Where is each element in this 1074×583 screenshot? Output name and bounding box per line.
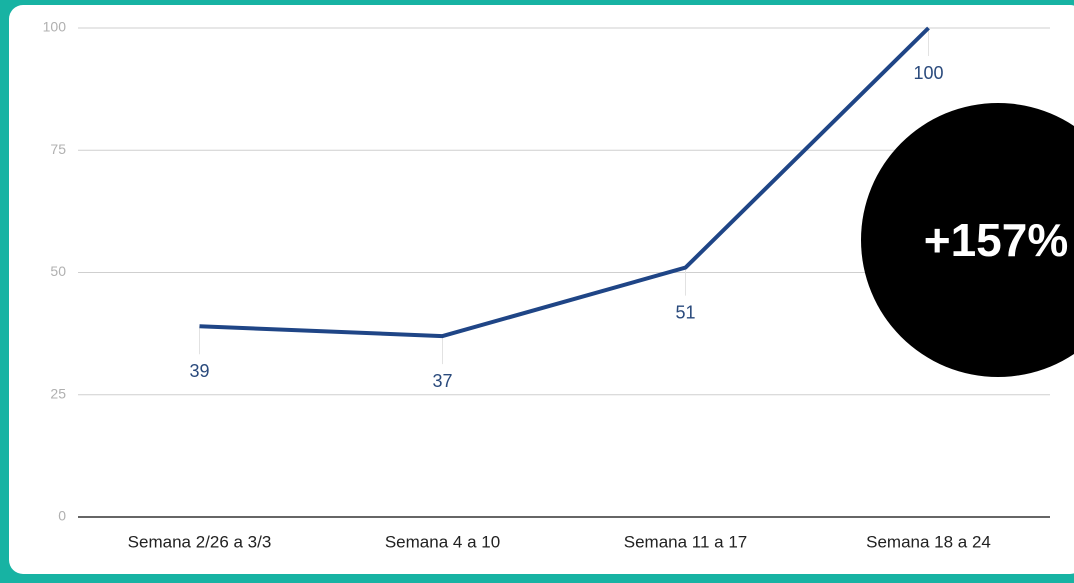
y-tick-label: 100 bbox=[43, 19, 67, 35]
x-tick-label: Semana 2/26 a 3/3 bbox=[128, 532, 272, 551]
data-label: 39 bbox=[189, 361, 209, 381]
data-label: 51 bbox=[675, 302, 695, 322]
plot: 0 25 50 75 100 Semana 2/26 a 3/3 Semana 4 a 10… bbox=[43, 19, 1050, 551]
badge-text: +157% bbox=[924, 214, 1069, 266]
badge-circle bbox=[861, 103, 1074, 377]
y-tick-label: 50 bbox=[50, 263, 66, 279]
data-label: 37 bbox=[432, 371, 452, 391]
x-tick-label: Semana 11 a 17 bbox=[624, 532, 748, 551]
line bbox=[199, 26, 930, 339]
data-label: 100 bbox=[913, 63, 943, 83]
x-tick-label: Semana 4 a 10 bbox=[385, 532, 500, 551]
y-tick-label: 0 bbox=[58, 508, 66, 524]
x-tick-label: Semana 18 a 24 bbox=[866, 532, 991, 551]
y-tick-label: 25 bbox=[50, 385, 66, 401]
y-tick-label: 75 bbox=[50, 141, 66, 157]
